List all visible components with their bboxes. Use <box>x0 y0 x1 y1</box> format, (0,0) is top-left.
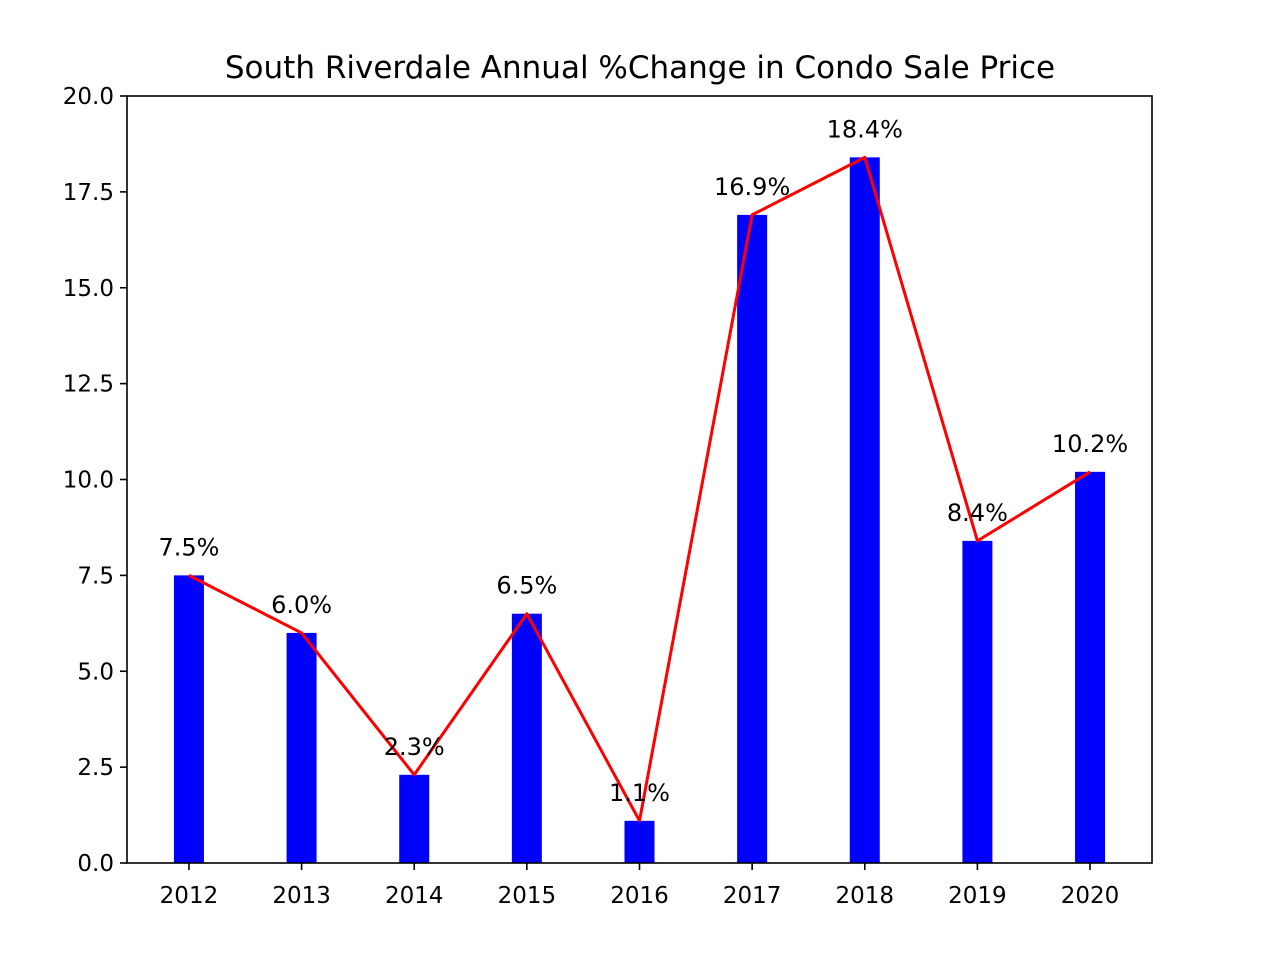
bar-2015 <box>511 613 542 863</box>
x-tick-label: 2019 <box>948 883 1007 909</box>
chart-title: South Riverdale Annual %Change in Condo … <box>225 50 1055 86</box>
data-label-2020: 10.2% <box>1052 430 1128 458</box>
y-tick-label: 0.0 <box>77 851 114 877</box>
data-label-2013: 6.0% <box>271 591 332 619</box>
x-tick-label: 2016 <box>610 883 669 909</box>
x-tick-label: 2014 <box>385 883 444 909</box>
data-label-2015: 6.5% <box>496 572 557 600</box>
x-tick-label: 2017 <box>723 883 782 909</box>
data-label-2018: 18.4% <box>827 115 903 143</box>
data-label-2012: 7.5% <box>158 533 219 561</box>
bar-2019 <box>962 540 993 863</box>
y-tick-label: 20.0 <box>63 84 114 110</box>
x-tick-label: 2012 <box>160 883 219 909</box>
data-label-2017: 16.9% <box>714 173 790 201</box>
bars-layer <box>173 157 1106 864</box>
y-tick-label: 7.5 <box>77 563 114 589</box>
line-layer <box>188 155 1091 823</box>
data-label-2014: 2.3% <box>384 733 445 761</box>
data-label-2019: 8.4% <box>947 499 1008 527</box>
x-tick-label: 2018 <box>836 883 895 909</box>
trend-line <box>188 155 1091 823</box>
y-tick-label: 15.0 <box>63 276 114 302</box>
bar-2013 <box>286 632 317 863</box>
data-label-2016: 1.1% <box>609 779 670 807</box>
x-tick-label: 2015 <box>498 883 557 909</box>
y-tick-label: 10.0 <box>63 468 114 494</box>
bar-2018 <box>849 157 880 864</box>
y-tick-label: 12.5 <box>63 372 114 398</box>
x-tick-label: 2020 <box>1061 883 1120 909</box>
plot-frame <box>126 95 1153 864</box>
y-tick-label: 2.5 <box>77 755 114 781</box>
y-tick-label: 5.0 <box>77 659 114 685</box>
data-labels-layer: 7.5% 6.0% 2.3% 6.5% 1.1% 16.9% 18.4% 8.4% 10.2% <box>158 115 1128 806</box>
bar-2020 <box>1075 471 1106 863</box>
axes-layer: 0.0 2.5 5.0 7.5 10.0 12.5 15.0 17.5 20.0 2012 2013… <box>63 84 1153 909</box>
bar-2014 <box>399 774 430 863</box>
bar-2017 <box>737 214 768 863</box>
x-tick-label: 2013 <box>272 883 331 909</box>
y-tick-label: 17.5 <box>63 180 114 206</box>
bar-2012 <box>173 575 204 863</box>
bar-2016 <box>624 820 655 863</box>
